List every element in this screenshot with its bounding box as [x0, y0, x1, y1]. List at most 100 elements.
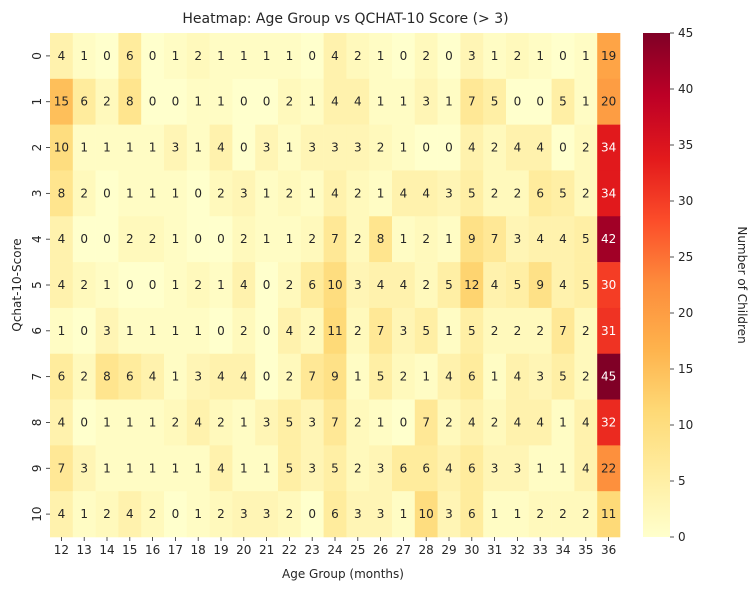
cell-value-label: 2 [308, 324, 316, 338]
colorbar-tick-label: 40 [678, 82, 693, 96]
heatmap-cell [186, 399, 210, 446]
heatmap-cell [506, 445, 530, 492]
cell-value-label: 2 [80, 278, 88, 292]
heatmap-cell [300, 491, 324, 538]
heatmap-cell [164, 491, 188, 538]
heatmap-cell [414, 399, 438, 446]
cell-value-label: 9 [331, 370, 339, 384]
cell-value-label: 34 [601, 141, 616, 155]
cell-value-label: 0 [103, 232, 111, 246]
cell-value-label: 9 [468, 232, 476, 246]
heatmap-cell [369, 33, 393, 80]
cell-value-label: 5 [422, 324, 430, 338]
cell-value-label: 0 [559, 141, 567, 155]
cell-value-label: 1 [400, 141, 408, 155]
cell-value-label: 7 [491, 232, 499, 246]
x-tick-label: 15 [122, 543, 137, 557]
cell-value-label: 1 [194, 324, 202, 338]
cell-value-label: 6 [422, 461, 430, 475]
heatmap-cell [95, 33, 119, 80]
heatmap-cell [392, 307, 416, 355]
heatmap-cell [164, 399, 188, 446]
heatmap-cell [483, 78, 507, 125]
heatmap-cell [50, 353, 74, 400]
heatmap-cell [232, 124, 256, 171]
heatmap-cell [186, 262, 210, 309]
cell-value-label: 2 [491, 186, 499, 200]
colorbar-label: Number of Children [735, 226, 749, 343]
cell-value-label: 1 [286, 232, 294, 246]
heatmap-cell [346, 216, 370, 263]
heatmap-cell [369, 353, 393, 400]
cell-value-label: 19 [601, 49, 616, 63]
heatmap-cell [483, 216, 507, 263]
heatmap-cell [164, 124, 188, 171]
y-tick-label: 3 [30, 190, 44, 198]
cell-value-label: 4 [514, 370, 522, 384]
heatmap-cell [232, 78, 256, 125]
heatmap-cell [255, 216, 279, 263]
cell-value-label: 5 [582, 232, 590, 246]
cell-value-label: 4 [331, 49, 339, 63]
heatmap-cell [551, 33, 575, 80]
heatmap-cell [483, 33, 507, 80]
cell-value-label: 3 [263, 507, 271, 521]
cell-value-label: 4 [194, 415, 202, 429]
colorbar-tick-label: 20 [678, 306, 693, 320]
heatmap-cell [551, 170, 575, 217]
heatmap-cell [528, 491, 552, 538]
heatmap-cell [95, 262, 119, 309]
cell-value-label: 0 [217, 232, 225, 246]
heatmap-cell [72, 307, 96, 355]
heatmap-cell [300, 78, 324, 125]
heatmap-cell [255, 307, 279, 355]
heatmap-cell [528, 399, 552, 446]
cell-value-label: 4 [559, 232, 567, 246]
cell-value-label: 2 [286, 186, 294, 200]
cell-value-label: 1 [149, 186, 157, 200]
heatmap-cell [209, 353, 233, 400]
cell-value-label: 5 [445, 278, 453, 292]
heatmap-cell [392, 262, 416, 309]
heatmap-cell [369, 170, 393, 217]
cell-value-label: 2 [308, 232, 316, 246]
cell-value-label: 1 [103, 461, 111, 475]
cell-value-label: 2 [491, 415, 499, 429]
heatmap-cell [597, 33, 621, 80]
heatmap-cell [528, 170, 552, 217]
cell-value-label: 2 [286, 95, 294, 109]
heatmap-cell [483, 170, 507, 217]
cell-value-label: 32 [601, 415, 616, 429]
y-tick-label: 2 [30, 144, 44, 152]
cell-value-label: 4 [217, 461, 225, 475]
heatmap-cell [300, 399, 324, 446]
heatmap-cell [50, 33, 74, 80]
cell-value-label: 4 [445, 370, 453, 384]
cell-value-label: 12 [464, 278, 479, 292]
heatmap-cell [437, 124, 461, 171]
heatmap-cell [392, 216, 416, 263]
cell-value-label: 0 [149, 49, 157, 63]
heatmap-cell [186, 216, 210, 263]
cell-value-label: 4 [536, 232, 544, 246]
heatmap-cell [392, 399, 416, 446]
cell-value-label: 2 [194, 278, 202, 292]
heatmap-cell [255, 445, 279, 492]
cell-value-label: 4 [445, 461, 453, 475]
cell-value-label: 0 [514, 95, 522, 109]
cell-value-label: 1 [172, 461, 180, 475]
cell-value-label: 3 [377, 461, 385, 475]
cell-value-label: 4 [536, 141, 544, 155]
cell-value-label: 4 [58, 232, 66, 246]
y-tick-label: 5 [30, 281, 44, 289]
heatmap-cell [369, 216, 393, 263]
heatmap-cell [232, 399, 256, 446]
heatmap-cell [278, 33, 302, 80]
heatmap-cell [483, 399, 507, 446]
heatmap-cell [300, 124, 324, 171]
heatmap-cell [164, 33, 188, 80]
heatmap-cell [141, 307, 165, 355]
heatmap-cell [528, 262, 552, 309]
heatmap-cell [72, 216, 96, 263]
cell-value-label: 2 [582, 141, 590, 155]
